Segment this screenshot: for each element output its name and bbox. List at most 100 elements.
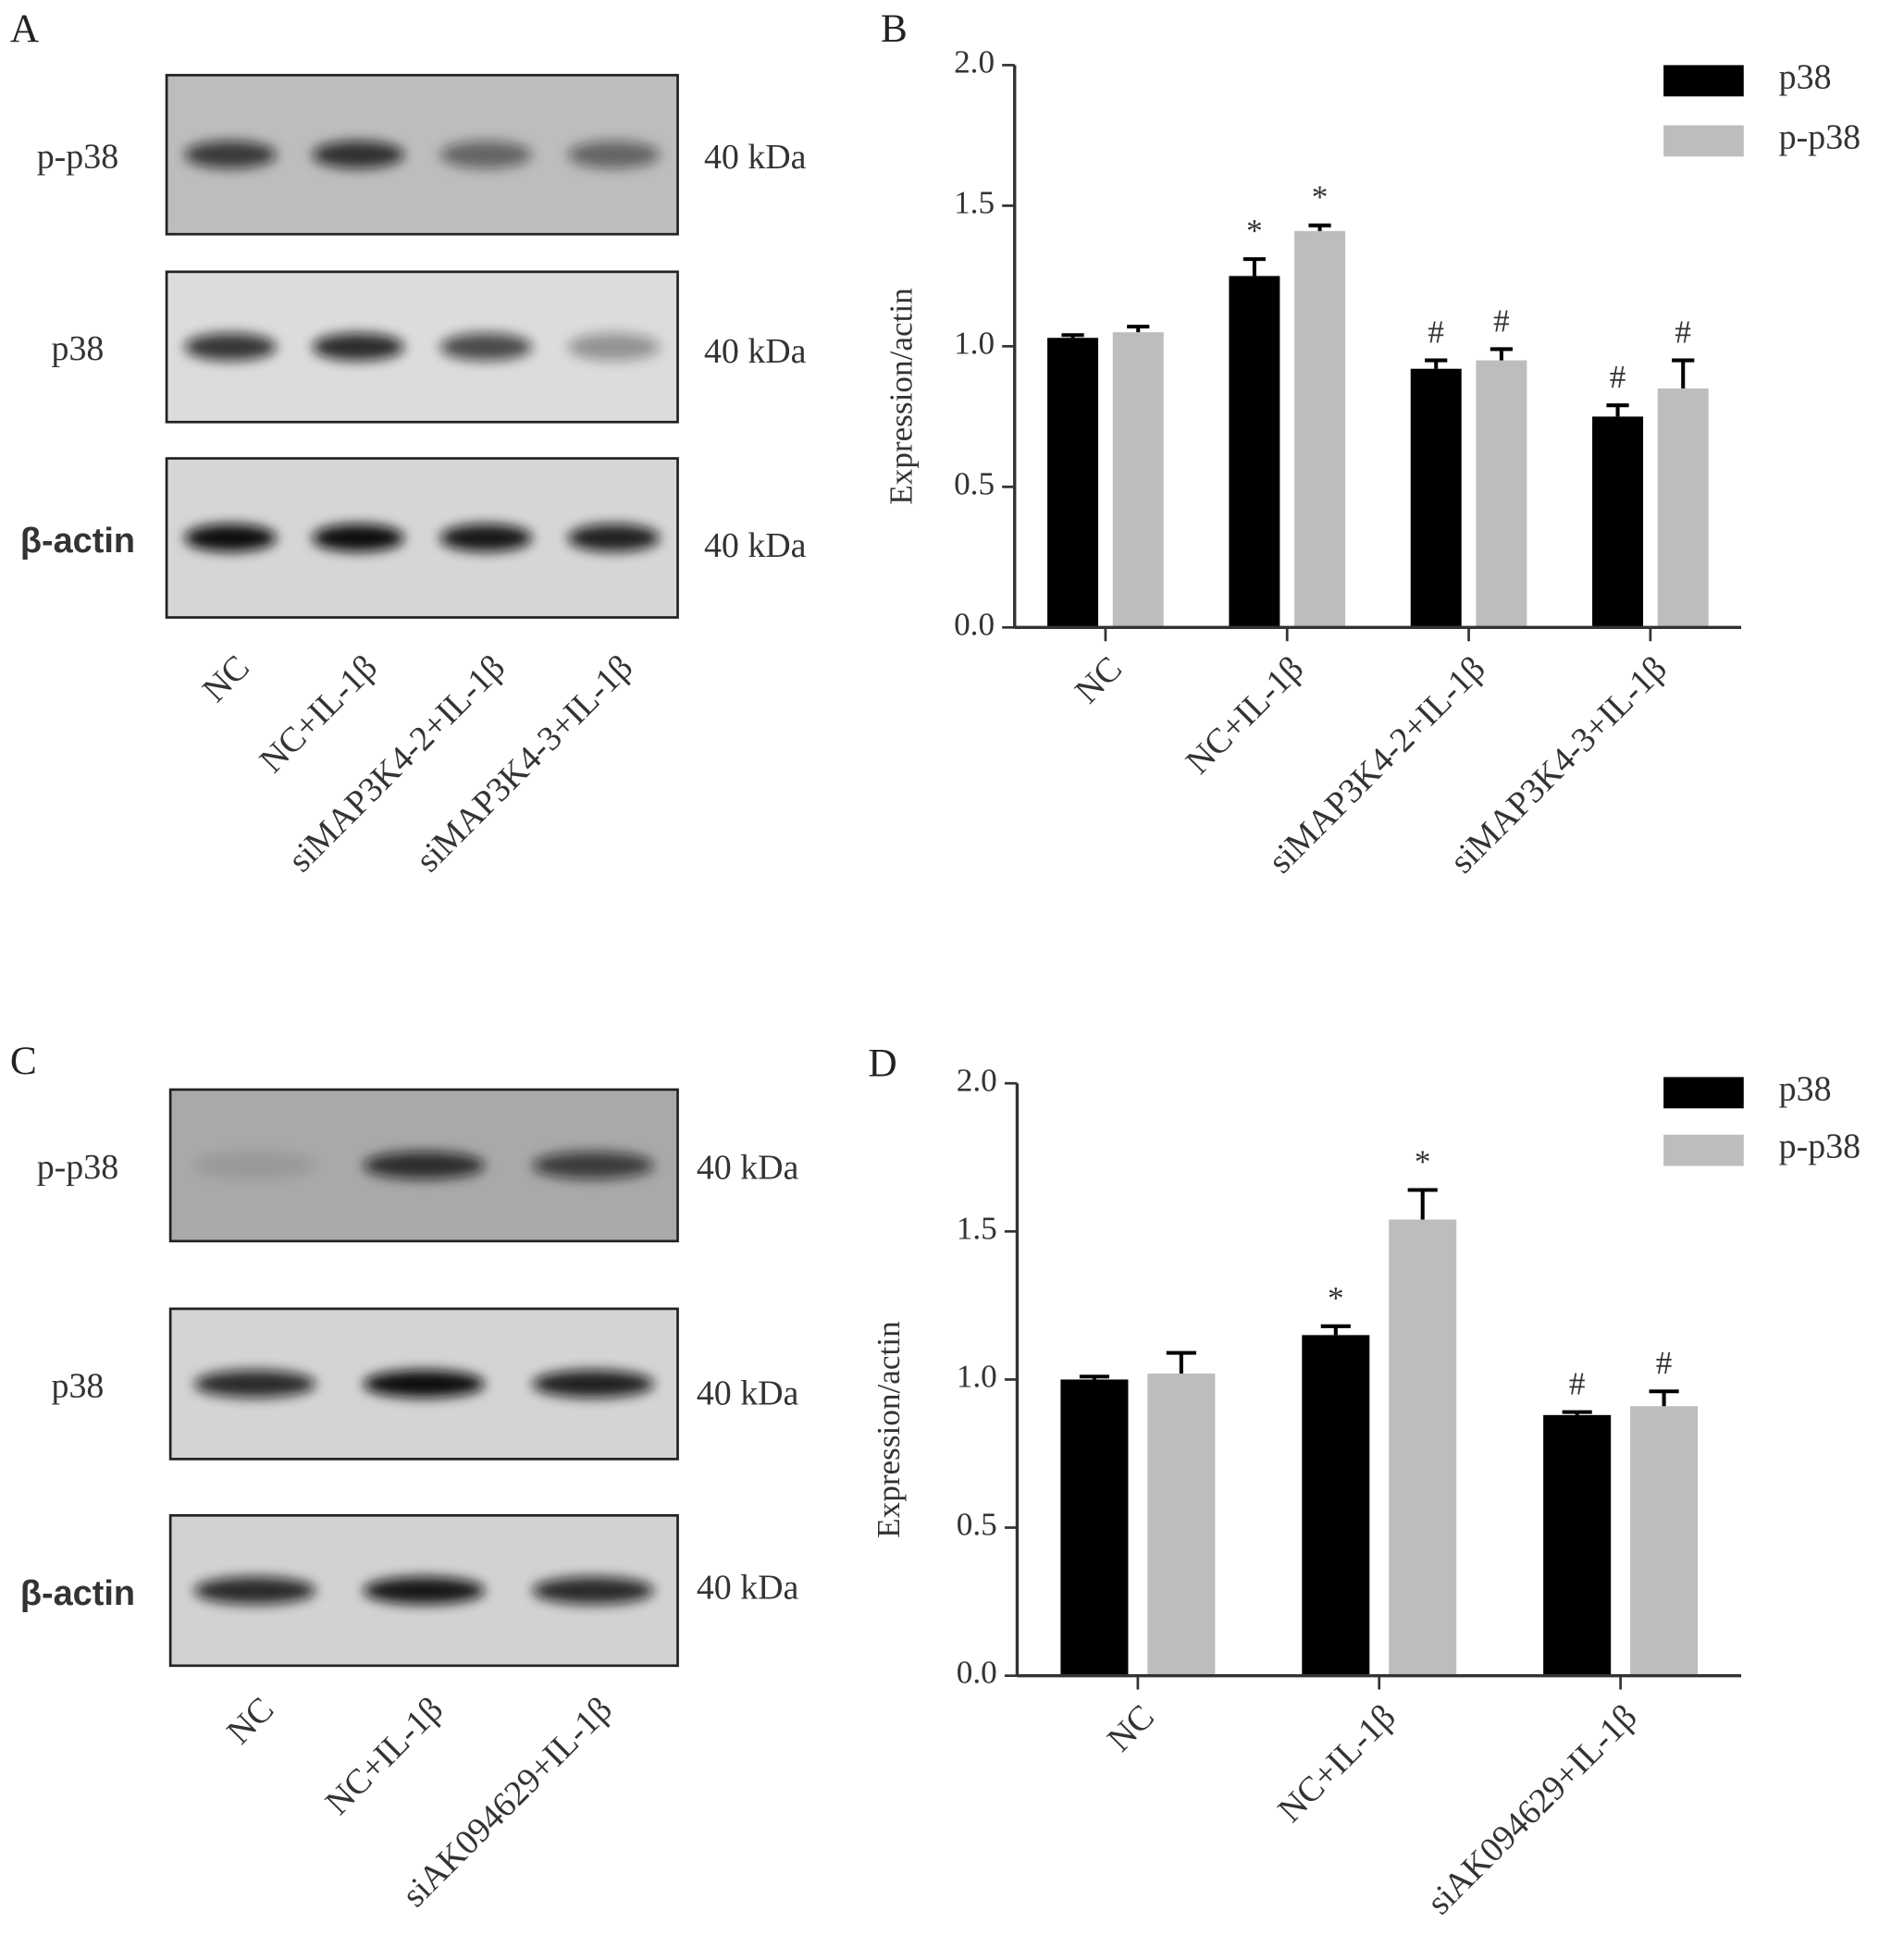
x-tick-label: NC+IL-1β [1270, 1697, 1403, 1830]
y-tick-label: 0.5 [954, 465, 995, 501]
lane-label: NC [195, 647, 257, 709]
error-bar [1320, 1324, 1351, 1336]
panel-label: D [868, 1042, 896, 1086]
error-bar [1166, 1350, 1196, 1374]
significance-marker: # [1493, 302, 1510, 339]
error-bar [1242, 257, 1266, 277]
y-tick-label: 2.0 [954, 43, 995, 80]
molecular-weight: 40 kDa [697, 1568, 799, 1607]
blot-band [312, 333, 404, 361]
significance-marker: # [1656, 1345, 1673, 1381]
blot-band [312, 524, 404, 552]
error-bar [1308, 223, 1331, 231]
error-bar [1672, 358, 1695, 388]
error-bar [1649, 1389, 1679, 1407]
blot-band [193, 1576, 316, 1605]
row-label: p-p38 [37, 137, 118, 176]
bar [1657, 388, 1709, 628]
error-bar [1079, 1374, 1109, 1380]
y-tick-label: 0.0 [954, 606, 995, 642]
blot-band [567, 141, 661, 169]
significance-marker: # [1610, 359, 1626, 395]
row-label: p38 [52, 1366, 105, 1405]
bar [1592, 416, 1644, 628]
blot-band [363, 1576, 486, 1605]
blot-band [439, 333, 533, 361]
x-tick-label: siAK094629+IL-1β [1420, 1697, 1645, 1922]
y-tick-label: 0.0 [957, 1655, 997, 1691]
panel-label: A [10, 6, 39, 51]
legend-swatch [1663, 125, 1744, 157]
blot-band [184, 141, 277, 169]
y-tick-label: 1.5 [954, 184, 995, 220]
molecular-weight: 40 kDa [697, 1374, 799, 1412]
legend-label: p38 [1779, 1069, 1832, 1108]
lane-label: siMAP3K4-3+IL-1β [409, 647, 641, 880]
molecular-weight: 40 kDa [697, 1149, 799, 1188]
legend-swatch [1663, 1077, 1744, 1109]
significance-marker: * [1246, 213, 1263, 249]
lane-label: NC+IL-1β [318, 1690, 451, 1822]
error-bar [1606, 403, 1629, 417]
blot-band [439, 141, 533, 169]
bar [1476, 360, 1527, 628]
row-label: β-actin [20, 1574, 135, 1613]
error-bar [1061, 333, 1084, 339]
blot-band [184, 524, 277, 552]
blot-band [567, 524, 661, 552]
bar [1410, 368, 1462, 628]
blot-band [184, 333, 277, 361]
blot-band [363, 1370, 486, 1399]
blot-band [567, 333, 661, 361]
legend-label: p-p38 [1779, 117, 1860, 156]
x-tick-label: NC+IL-1β [1179, 649, 1311, 782]
significance-marker: # [1569, 1366, 1586, 1402]
y-tick-label: 1.5 [957, 1210, 997, 1246]
error-bar [1425, 358, 1448, 369]
significance-marker: # [1428, 314, 1444, 351]
molecular-weight: 40 kDa [704, 138, 807, 177]
bar [1543, 1414, 1612, 1676]
bar [1389, 1219, 1457, 1676]
significance-marker: * [1415, 1143, 1431, 1179]
blot-band [532, 1151, 654, 1179]
lane-label: NC+IL-1β [253, 647, 385, 780]
x-tick-label: NC [1100, 1697, 1162, 1759]
error-bar [1407, 1188, 1438, 1220]
blot-band [532, 1370, 654, 1399]
panel-label: C [10, 1039, 37, 1083]
y-tick-label: 2.0 [957, 1062, 997, 1098]
blot-band [363, 1151, 486, 1179]
bar [1302, 1335, 1370, 1676]
row-label: p-p38 [37, 1148, 118, 1187]
significance-marker: * [1312, 179, 1329, 216]
blot-band [532, 1576, 654, 1605]
blot-band [439, 524, 533, 552]
panel-label: B [881, 6, 908, 51]
y-tick-label: 1.0 [957, 1359, 997, 1395]
row-label: β-actin [20, 522, 135, 561]
significance-marker: # [1675, 314, 1691, 351]
bar [1147, 1374, 1216, 1676]
molecular-weight: 40 kDa [704, 332, 807, 371]
y-axis-label: Expression/actin [884, 288, 920, 505]
y-tick-label: 0.5 [957, 1507, 997, 1543]
blot-band [193, 1370, 316, 1399]
legend-label: p38 [1779, 57, 1832, 96]
lane-label: siMAP3K4-2+IL-1β [281, 647, 513, 880]
bar [1060, 1379, 1129, 1676]
bar [1630, 1406, 1699, 1676]
molecular-weight: 40 kDa [704, 526, 807, 565]
error-bar [1562, 1410, 1592, 1415]
legend-swatch [1663, 1134, 1744, 1166]
lane-label: NC [219, 1690, 281, 1752]
significance-marker: * [1328, 1280, 1344, 1316]
y-axis-label: Expression/actin [871, 1321, 907, 1538]
bar [1047, 338, 1099, 628]
x-tick-label: NC [1068, 649, 1130, 711]
bar [1229, 276, 1280, 628]
bar [1294, 230, 1346, 628]
row-label: p38 [52, 329, 105, 368]
